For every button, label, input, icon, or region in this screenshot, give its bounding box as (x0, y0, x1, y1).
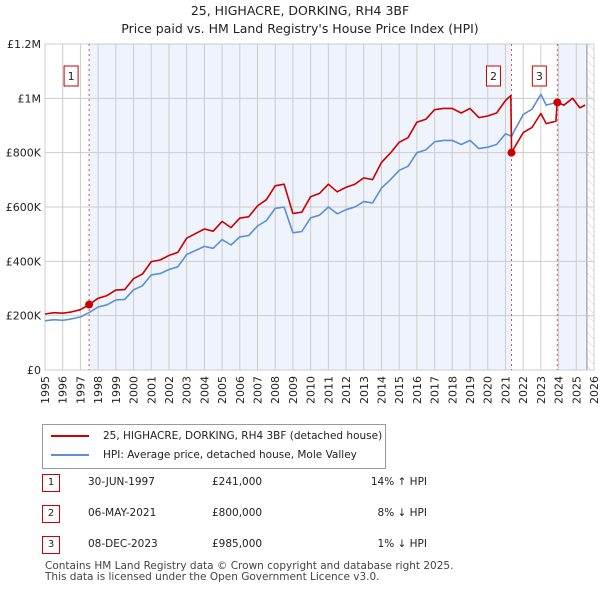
x-tick-label: 2000 (128, 376, 141, 404)
transaction-price: £241,000 (212, 476, 263, 488)
transaction-row: 3 08-DEC-2023 £985,000 1% ↓ HPI (42, 536, 442, 556)
y-tick-label: £400K (6, 255, 42, 268)
transaction-hpi: 14% ↑ HPI (370, 476, 427, 488)
x-tick-label: 2021 (499, 376, 512, 404)
transaction-date: 30-JUN-1997 (88, 476, 155, 488)
x-tick-label: 2011 (322, 376, 335, 404)
x-tick-label: 2007 (252, 376, 265, 404)
y-tick-label: £600K (6, 201, 42, 214)
legend-swatch-hpi (51, 454, 89, 456)
y-tick-label: £800K (6, 147, 42, 160)
transaction-marker: 2 (42, 505, 60, 523)
x-tick-label: 1997 (74, 376, 87, 404)
x-tick-label: 2003 (181, 376, 194, 404)
sale-label: 1 (68, 70, 75, 83)
y-tick-label: £200K (6, 310, 42, 323)
plot-border (44, 43, 595, 371)
x-tick-label: 2010 (305, 376, 318, 404)
y-tick-label: £1M (18, 92, 42, 105)
x-tick-label: 2015 (393, 376, 406, 404)
footer-licence: This data is licensed under the Open Gov… (45, 571, 380, 583)
x-tick-label: 2016 (411, 376, 424, 404)
transaction-marker: 3 (42, 536, 60, 554)
sale-point (507, 148, 516, 157)
transaction-price: £800,000 (212, 507, 263, 519)
x-tick-label: 2006 (234, 376, 247, 404)
sale-label-box (485, 65, 501, 87)
x-tick-label: 2024 (553, 376, 566, 404)
y-tick-label: £1.2M (7, 38, 41, 51)
x-tick-label: 2022 (517, 376, 530, 404)
sale-point (85, 300, 94, 309)
transaction-row: 1 30-JUN-1997 £241,000 14% ↑ HPI (42, 474, 442, 494)
x-tick-label: 2023 (535, 376, 548, 404)
legend: 25, HIGHACRE, DORKING, RH4 3BF (detached… (42, 424, 386, 469)
x-tick-label: 1996 (57, 376, 70, 404)
x-tick-label: 2018 (446, 376, 459, 404)
legend-swatch-property (51, 435, 89, 437)
x-tick-label: 2014 (375, 376, 388, 404)
transaction-date: 06-MAY-2021 (88, 507, 157, 519)
x-tick-label: 2001 (145, 376, 158, 404)
x-tick-label: 2008 (269, 376, 282, 404)
legend-item-property: 25, HIGHACRE, DORKING, RH4 3BF (detached… (51, 430, 382, 442)
x-tick-label: 2019 (464, 376, 477, 404)
footer-copyright: Contains HM Land Registry data © Crown c… (45, 560, 454, 572)
x-tick-label: 2004 (198, 376, 211, 404)
sale-label: 2 (490, 70, 497, 83)
price-chart: 1995 1996 1997 1998 1999 2000 2001 2002 2003 2004… (6, 38, 600, 404)
x-tick-label: 2012 (340, 376, 353, 404)
x-tick-label: 1999 (110, 376, 123, 404)
footer: Contains HM Land Registry data © Crown c… (45, 561, 453, 583)
chart-title: 25, HIGHACRE, DORKING, RH4 3BF (190, 3, 410, 18)
series-line (44, 93, 586, 322)
legend-label: HPI: Average price, detached house, Mole… (103, 449, 357, 461)
x-tick-label: 2005 (216, 376, 229, 404)
transaction-marker: 1 (42, 474, 60, 492)
x-tick-label: 1998 (92, 376, 105, 404)
y-tick-label: £0 (27, 364, 41, 377)
x-tick-label: 2020 (482, 376, 495, 404)
sale-point (553, 98, 562, 107)
transaction-hpi: 8% ↓ HPI (377, 507, 427, 519)
x-tick-label: 1995 (39, 376, 52, 404)
x-tick-label: 2017 (429, 376, 442, 404)
x-tick-label: 2002 (163, 376, 176, 404)
x-tick-label: 2025 (570, 376, 583, 404)
x-tick-label: 2026 (588, 376, 600, 404)
x-tick-label: 2009 (287, 376, 300, 404)
sale-label: 3 (536, 70, 543, 83)
chart-subtitle: Price paid vs. HM Land Registry's House … (121, 21, 479, 36)
sale-label-box (531, 65, 547, 87)
transaction-row: 2 06-MAY-2021 £800,000 8% ↓ HPI (42, 505, 442, 525)
transaction-price: £985,000 (212, 538, 263, 550)
transaction-hpi: 1% ↓ HPI (377, 538, 427, 550)
sale-label-box (63, 65, 79, 87)
x-tick-label: 2013 (358, 376, 371, 404)
transaction-date: 08-DEC-2023 (88, 538, 158, 550)
legend-item-hpi: HPI: Average price, detached house, Mole… (51, 449, 357, 461)
legend-label: 25, HIGHACRE, DORKING, RH4 3BF (detached… (103, 430, 383, 442)
